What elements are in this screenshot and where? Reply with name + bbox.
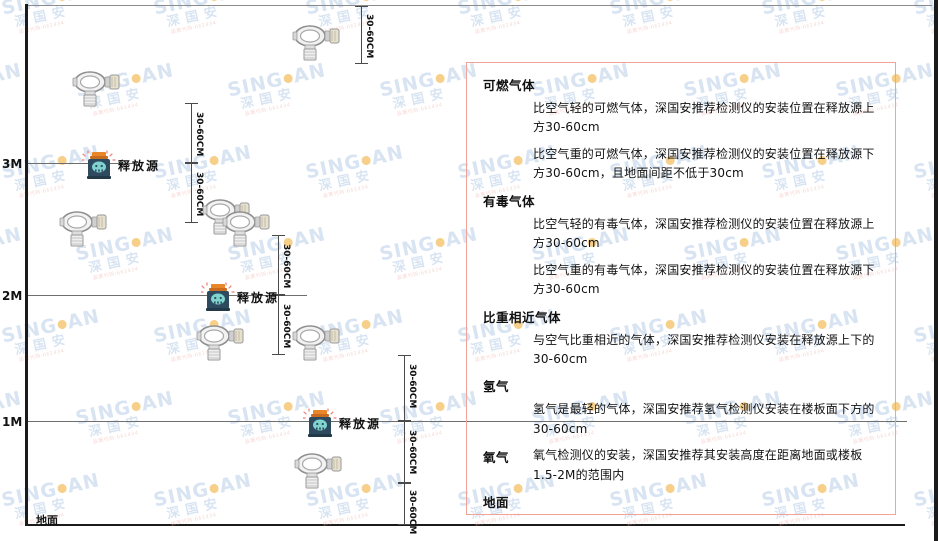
gas-detector-icon [290, 450, 344, 490]
gas-detector-icon [68, 68, 122, 108]
dimension-line [404, 355, 405, 421]
y-axis-label-3m: 3M [2, 157, 23, 171]
y-axis-label-2m: 2M [2, 289, 23, 303]
level-line [27, 421, 907, 422]
info-section-body: 氢气是最轻的气体，深国安推荐氢气检测仪安装在楼板面下方的30-60cm [533, 400, 879, 439]
gas-detector-icon [198, 196, 252, 236]
level-line [27, 295, 307, 296]
dimension-callout: 30-60CM [398, 355, 458, 421]
info-section: 比重相近气体与空气比重相近的气体，深国安推荐检测仪安装在释放源上下的30-60c… [483, 307, 879, 370]
dimension-callout: 30-60CM [398, 483, 458, 534]
gas-detector-icon [218, 208, 272, 248]
dimension-label: 30-60CM [281, 244, 291, 289]
dimension-tick [185, 103, 198, 104]
info-section: 氧气 氧气检测仪的安装，深国安推荐其安装高度在距离地面或楼板1.5-2M的范围内 [483, 446, 879, 485]
y-axis-line [25, 4, 28, 525]
y-axis-label-1m: 1M [2, 415, 23, 429]
dimension-callout: 30-60CM [272, 295, 332, 355]
dimension-tick [272, 235, 285, 236]
dimension-tick [355, 6, 368, 7]
info-paragraph: 氧气检测仪的安装，深国安推荐其安装高度在距离地面或楼板1.5-2M的范围内 [533, 448, 863, 482]
dimension-label: 30-60CM [407, 430, 417, 475]
dimension-label: 30-60CM [407, 364, 417, 409]
info-paragraph: 氢气是最轻的气体，深国安推荐氢气检测仪安装在楼板面下方的30-60cm [533, 402, 875, 436]
info-paragraph: 与空气比重相近的气体，深国安推荐检测仪安装在释放源上下的30-60cm [533, 332, 875, 366]
info-section: 可燃气体比空气轻的可燃气体，深国安推荐检测仪的安装位置在释放源上方30-60cm… [483, 75, 879, 184]
ceiling-line [27, 5, 932, 6]
info-paragraph: 比空气轻的有毒气体，深国安推荐检测仪的安装位置在释放源上方30-60cm [533, 216, 875, 251]
info-section-heading: 地面 [483, 495, 510, 511]
info-section-heading: 氧气 [483, 450, 510, 466]
release-source-label: 释放源 [118, 159, 161, 173]
release-source-icon [200, 282, 235, 312]
info-section-heading: 可燃气体 [483, 78, 536, 93]
dimension-tick [398, 355, 411, 356]
dimension-tick [272, 354, 285, 355]
info-paragraph: 比空气重的可燃气体，深国安推荐检测仪的安装位置在释放源下方30-60cm，且地面… [533, 146, 875, 181]
release-source-label: 释放源 [339, 417, 382, 431]
info-section-body: 与空气比重相近的气体，深国安推荐检测仪安装在释放源上下的30-60cm [533, 331, 879, 370]
dimension-callout: 30-60CM [272, 235, 332, 295]
dimension-tick [272, 295, 285, 296]
dimension-line [404, 421, 405, 483]
dimension-tick [185, 162, 198, 163]
dimension-line [191, 163, 192, 223]
release-source-icon [302, 408, 337, 438]
dimension-line [278, 235, 279, 295]
level-line [27, 163, 137, 164]
info-panel: 可燃气体比空气轻的可燃气体，深国安推荐检测仪的安装位置在释放源上方30-60cm… [466, 62, 896, 515]
dimension-tick [398, 483, 411, 484]
dimension-callout: 30-60CM [185, 103, 245, 163]
info-section: 有毒气体比空气轻的有毒气体，深国安推荐检测仪的安装位置在释放源上方30-60cm… [483, 191, 879, 300]
dimension-line [404, 483, 405, 525]
dimension-label: 30-60CM [194, 172, 204, 217]
dimension-tick [272, 294, 285, 295]
gas-detector-icon [288, 22, 342, 62]
dimension-callout: 30-60CM [185, 163, 245, 223]
dimension-label: 30-60CM [407, 490, 417, 535]
info-section-heading: 有毒气体 [483, 193, 536, 209]
dimension-callout: 30-60CM [355, 6, 415, 64]
x-axis-line [25, 524, 905, 526]
ground-label: 地面 [36, 514, 58, 527]
dimension-tick [398, 420, 411, 421]
dimension-callout: 30-60CM [398, 421, 458, 483]
gas-detector-icon [288, 322, 342, 362]
gas-detector-icon [55, 208, 109, 248]
dimension-line [278, 295, 279, 355]
dimension-tick [355, 63, 368, 64]
info-section-heading: 氢气 [483, 379, 510, 395]
gas-detector-icon [192, 322, 246, 362]
dimension-label: 30-60CM [281, 304, 291, 349]
dimension-tick [398, 482, 411, 483]
info-section-body: 比空气轻的可燃气体，深国安推荐检测仪的安装位置在释放源上方30-60cm 比空气重… [533, 99, 879, 184]
dimension-line [191, 103, 192, 163]
info-section-body: 比空气轻的有毒气体，深国安推荐检测仪的安装位置在释放源上方30-60cm 比空气重… [533, 215, 879, 300]
dimension-tick [398, 524, 411, 525]
info-paragraph: 比空气重的有毒气体，深国安推荐检测仪的安装位置在释放源下方30-60cm [533, 262, 875, 297]
dimension-tick [398, 421, 411, 422]
info-section: 地面检测仪地面间距，深国安推荐在30-60cm，且不得小于30cm，因为过低容易… [483, 492, 879, 514]
release-source-icon [81, 150, 116, 180]
info-paragraph: 比空气轻的可燃气体，深国安推荐检测仪的安装位置在释放源上方30-60cm [533, 101, 875, 135]
release-source-label: 释放源 [237, 291, 280, 305]
dimension-tick [185, 222, 198, 223]
dimension-label: 30-60CM [364, 14, 374, 59]
info-section-heading: 比重相近气体 [483, 309, 562, 325]
dimension-label: 30-60CM [194, 112, 204, 157]
chart-axes [25, 4, 28, 525]
info-section: 氢气氢气是最轻的气体，深国安推荐氢气检测仪安装在楼板面下方的30-60cm [483, 376, 879, 439]
dimension-line [361, 6, 362, 64]
dimension-tick [185, 163, 198, 164]
